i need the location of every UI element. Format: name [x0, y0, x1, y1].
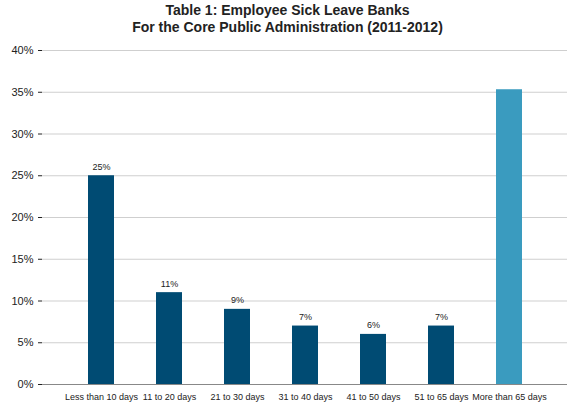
svg-text:Less than 10 days: Less than 10 days — [65, 392, 139, 402]
html-text:Table 1: Employee Sick Leave B: Table 1: Employee Sick Leave Banks — [165, 2, 410, 18]
svg-text:7%: 7% — [299, 312, 312, 322]
svg-text:30%: 30% — [11, 128, 33, 140]
svg-text:35%: 35% — [11, 86, 33, 98]
svg-text:6%: 6% — [367, 320, 380, 330]
svg-text:10%: 10% — [11, 295, 33, 307]
svg-text:25%: 25% — [92, 162, 110, 172]
svg-text:41 to 50 days: 41 to 50 days — [346, 392, 401, 402]
svg-text:15%: 15% — [11, 253, 33, 265]
svg-text:51 to 65 days: 51 to 65 days — [414, 392, 469, 402]
svg-text:5%: 5% — [18, 336, 34, 348]
svg-text:20%: 20% — [11, 211, 33, 223]
svg-text:7%: 7% — [435, 312, 448, 322]
svg-text:25%: 25% — [11, 169, 33, 181]
svg-text:0%: 0% — [18, 378, 34, 390]
svg-text:31 to 40 days: 31 to 40 days — [278, 392, 333, 402]
svg-text:11 to 20 days: 11 to 20 days — [143, 392, 197, 402]
svg-text:More than 65 days: More than 65 days — [472, 392, 547, 402]
svg-text:40%: 40% — [11, 44, 33, 56]
svg-text:9%: 9% — [231, 295, 244, 305]
svg-text:11%: 11% — [161, 279, 178, 289]
html-text:For the Core Public Administra: For the Core Public Administration (2011… — [132, 19, 443, 35]
svg-text:21 to 30 days: 21 to 30 days — [210, 392, 265, 402]
